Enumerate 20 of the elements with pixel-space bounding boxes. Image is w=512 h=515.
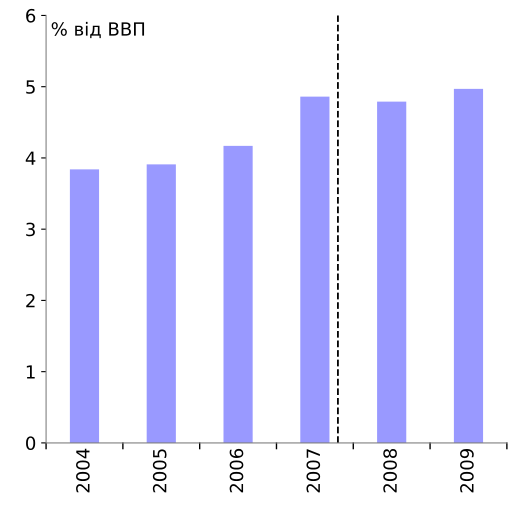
y-tick-label: 1: [26, 365, 35, 379]
y-tick-label: 4: [26, 152, 36, 165]
bar: [377, 102, 406, 443]
x-tick-label: 2005: [152, 449, 167, 492]
bar: [300, 96, 330, 443]
x-tick-label: 2004: [76, 448, 90, 492]
bar: [454, 88, 484, 443]
x-tick-label: 2009: [460, 449, 474, 492]
y-axis-title: % від ВВП: [52, 22, 144, 38]
x-tick-label: 2007: [306, 449, 320, 492]
y-tick-label: 3: [26, 222, 35, 236]
y-tick-label: 0: [26, 436, 36, 450]
y-tick-label: 5: [26, 80, 35, 94]
x-tick-label: 2008: [383, 449, 397, 492]
y-tick-label: 6: [26, 8, 36, 23]
bar: [146, 164, 176, 443]
y-tick-label: 2: [26, 294, 35, 308]
bar: [70, 169, 100, 443]
bar: [223, 146, 253, 443]
x-tick-label: 2006: [230, 448, 244, 492]
